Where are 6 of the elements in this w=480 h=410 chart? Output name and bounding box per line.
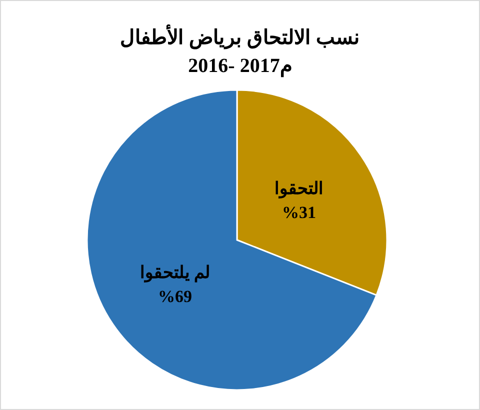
- data-label: %69: [158, 287, 192, 306]
- chart-title: نسب الالتحاق برياض الأطفال: [120, 24, 360, 50]
- slice-label: التحقوا: [274, 178, 324, 199]
- chart-subtitle: 2016- 2017م: [188, 55, 292, 78]
- data-label: %31: [282, 202, 316, 222]
- slice-label: لم يلتحقوا: [140, 263, 210, 284]
